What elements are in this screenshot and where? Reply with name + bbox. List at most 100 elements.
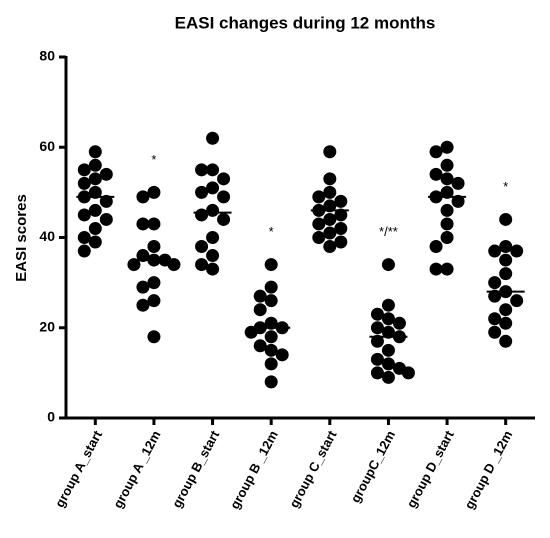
data-point [195, 185, 209, 199]
data-point [440, 158, 454, 172]
data-point [264, 258, 278, 272]
data-point [147, 185, 161, 199]
annotation: */** [379, 224, 398, 239]
data-point [312, 217, 326, 231]
data-point [253, 289, 267, 303]
x-tick-label: group A_start [52, 427, 105, 509]
data-point [99, 194, 113, 208]
y-tick-label: 80 [39, 48, 55, 64]
data-point [440, 185, 454, 199]
data-point [206, 231, 220, 244]
data-point [451, 176, 465, 190]
data-point [440, 262, 454, 276]
data-point [147, 217, 161, 231]
data-point [334, 194, 348, 208]
data-point [264, 357, 278, 371]
data-point [136, 217, 150, 231]
y-tick-label: 60 [39, 138, 55, 154]
annotation: * [503, 179, 508, 194]
data-point [77, 208, 91, 222]
data-point [488, 244, 502, 258]
data-point [264, 280, 278, 294]
data-point [275, 348, 289, 362]
x-tick-label: group A _12m [110, 428, 163, 511]
data-point [510, 294, 524, 308]
data-point [217, 172, 231, 186]
data-point [381, 312, 395, 326]
data-point [264, 343, 278, 357]
data-point [195, 163, 209, 177]
chart-title: EASI changes during 12 months [175, 13, 436, 32]
data-point [77, 176, 91, 190]
data-point [429, 262, 443, 276]
data-point [499, 253, 513, 267]
data-point [488, 276, 502, 290]
data-point [264, 294, 278, 308]
data-point [264, 316, 278, 330]
data-point [127, 258, 141, 272]
data-point [217, 190, 231, 204]
data-point [88, 203, 102, 217]
data-point [312, 231, 326, 244]
data-point [253, 303, 267, 317]
data-point [323, 212, 337, 226]
y-tick-label: 0 [47, 409, 55, 425]
x-tick-label: group B _12m [227, 428, 281, 512]
annotation: * [269, 224, 274, 239]
data-point [147, 294, 161, 308]
data-point [323, 240, 337, 254]
data-point [147, 240, 161, 254]
y-tick-label: 20 [39, 318, 55, 334]
data-point [264, 375, 278, 389]
data-point [370, 321, 384, 335]
y-axis-title: EASI scores [13, 194, 30, 282]
data-point [451, 194, 465, 208]
data-point [88, 185, 102, 199]
data-point [381, 325, 395, 339]
data-point [167, 258, 181, 272]
data-point [499, 334, 513, 348]
data-point [440, 231, 454, 244]
data-point [136, 298, 150, 312]
data-point [147, 330, 161, 344]
data-point [440, 140, 454, 154]
data-point [217, 212, 231, 226]
data-point [147, 276, 161, 290]
data-point [195, 208, 209, 222]
data-point [253, 339, 267, 353]
y-tick-label: 40 [39, 228, 55, 244]
data-point [370, 334, 384, 348]
data-point [334, 208, 348, 222]
data-point [136, 280, 150, 294]
data-point [206, 131, 220, 145]
data-point [77, 244, 91, 258]
data-point [334, 221, 348, 235]
x-tick-label: group C_start [286, 427, 340, 510]
data-point [77, 163, 91, 177]
data-point [323, 172, 337, 186]
data-point [370, 307, 384, 321]
data-point [381, 298, 395, 312]
data-point [510, 244, 524, 258]
data-point [312, 190, 326, 204]
data-point [77, 231, 91, 244]
data-point [381, 357, 395, 371]
data-point [392, 316, 406, 330]
x-tick-label: group B_start [169, 427, 223, 510]
data-point [99, 212, 113, 226]
data-point [323, 145, 337, 159]
data-point [206, 181, 220, 195]
data-point [195, 240, 209, 254]
data-point [195, 258, 209, 272]
data-point [440, 203, 454, 217]
data-point [323, 226, 337, 240]
data-point [206, 262, 220, 276]
data-point [136, 190, 150, 204]
x-tick-label: group D_start [403, 427, 457, 510]
data-point [264, 330, 278, 344]
data-point [440, 217, 454, 231]
data-point [499, 303, 513, 317]
data-point [499, 212, 513, 226]
data-point [429, 240, 443, 254]
